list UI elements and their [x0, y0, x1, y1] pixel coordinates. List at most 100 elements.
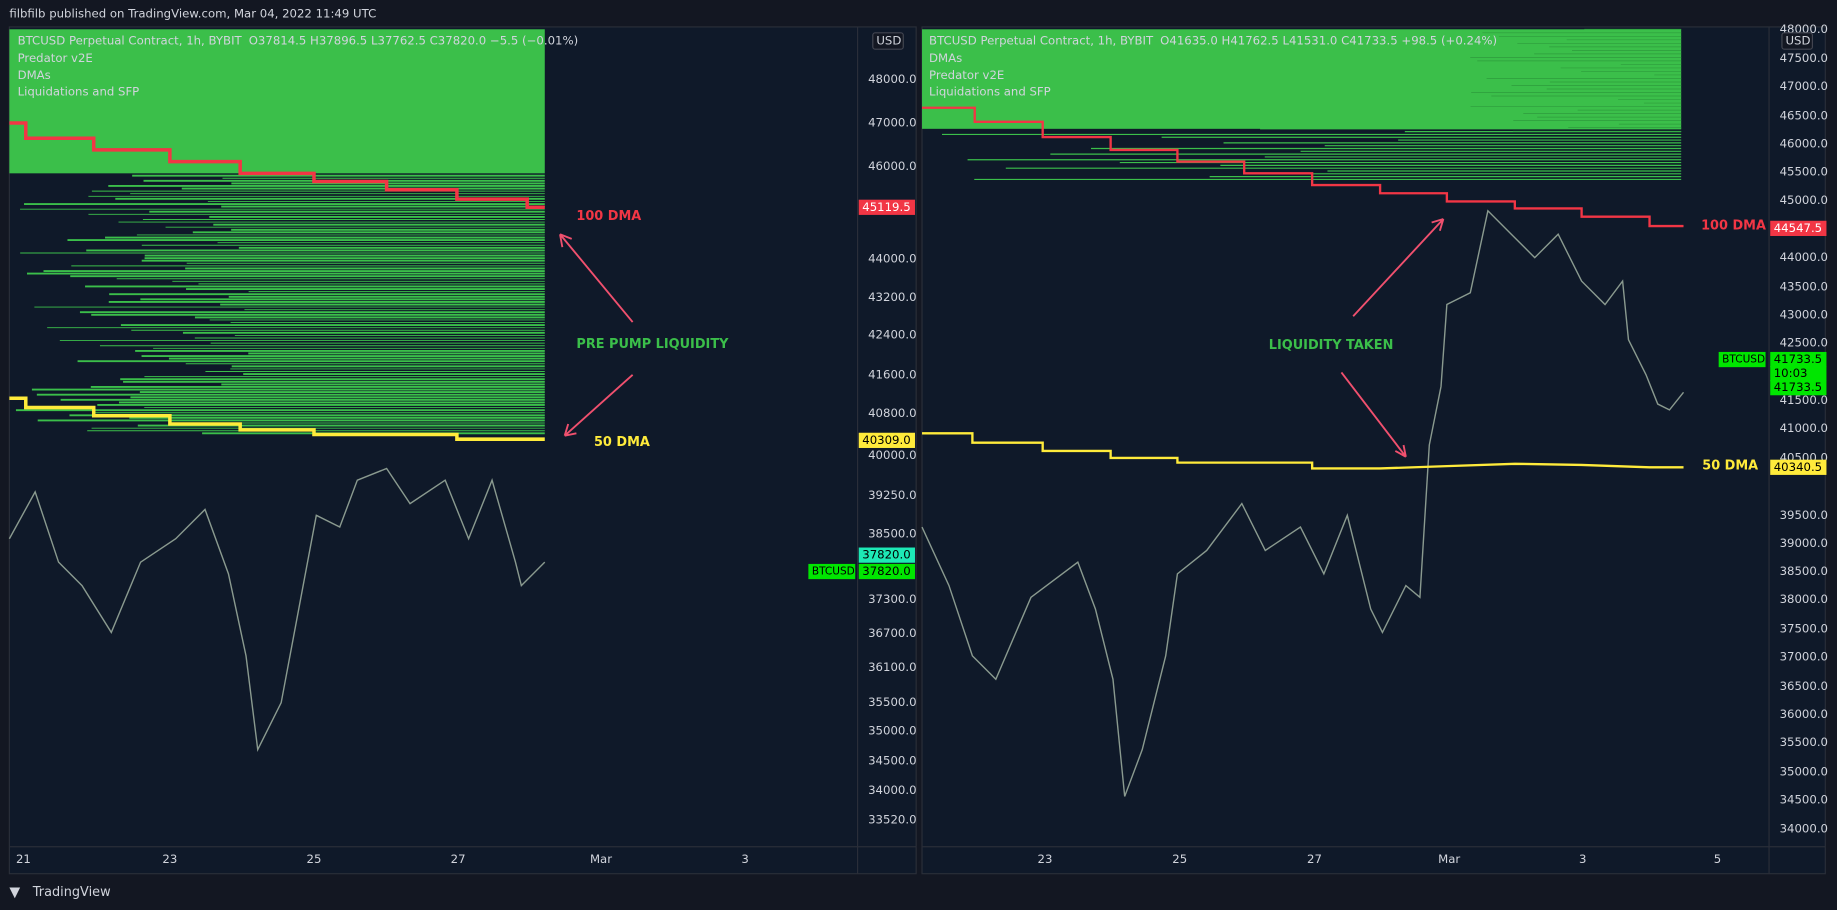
legend-symbol: BTCUSD Perpetual Contract, 1h, BYBIT	[18, 33, 243, 47]
dma-50	[9, 396, 545, 441]
price-axis-label: 37500.0	[1780, 621, 1828, 635]
annotation: 100 DMA	[1701, 219, 1766, 234]
time-axis-label: 25	[1172, 852, 1187, 866]
price-axis-label: 38000.0	[1780, 592, 1828, 606]
price-tag	[858, 547, 915, 563]
price-axis-label: 39000.0	[1780, 536, 1828, 550]
price-axis-label: 45000.0	[1780, 193, 1828, 207]
price-axis-label: 36100.0	[868, 660, 916, 674]
price-axis-label: 39500.0	[1780, 508, 1828, 522]
chart-ui: BTCUSD Perpetual Contract, 1h, BYBIT O378…	[16, 22, 1828, 866]
logo-mark: ▼	[9, 884, 20, 900]
time-axis-label: 27	[1307, 852, 1322, 866]
price-tag-label: 40309.0	[862, 433, 910, 447]
symbol-tag	[1718, 351, 1766, 368]
liquidity-block	[922, 29, 1682, 129]
time-axis-label: 21	[16, 852, 31, 866]
price-axis-label: 37300.0	[868, 592, 916, 606]
price-axis-label: 39250.0	[868, 488, 916, 502]
price-axis-label: 43000.0	[1780, 308, 1828, 322]
symbol-tag-label: BTCUSD	[1722, 354, 1765, 366]
price-tag-label: 37820.0	[862, 564, 910, 578]
price-axis-label: 43200.0	[868, 290, 916, 304]
price-axis-label: 41000.0	[1780, 421, 1828, 435]
time-axis-label: 23	[162, 852, 177, 866]
price-axis-label: 46000.0	[1780, 137, 1828, 151]
price-axis-label: 43500.0	[1780, 279, 1828, 293]
price-axis-label: 40000.0	[868, 448, 916, 462]
price-tag	[858, 432, 915, 448]
publisher: filbfilb published on TradingView.com, M…	[9, 7, 376, 21]
legend-symbol: BTCUSD Perpetual Contract, 1h, BYBIT	[929, 33, 1154, 47]
time-axis-label: 27	[451, 852, 466, 866]
price-tag	[1770, 351, 1827, 368]
time-axis-label: 5	[1714, 852, 1721, 866]
time-axis-label: 25	[307, 852, 322, 866]
price-axis-label: 34500.0	[1780, 792, 1828, 806]
price-axis-label: 34500.0	[868, 754, 916, 768]
legend-indicator: DMAs	[18, 68, 51, 82]
legend-indicator: DMAs	[929, 51, 962, 65]
price-axis-label: 45500.0	[1780, 165, 1828, 179]
time-axis-label: 3	[741, 852, 748, 866]
price-tag-label: 44547.5	[1774, 221, 1822, 235]
time-axis-label: Mar	[590, 852, 612, 866]
time-axis-label: 3	[1579, 852, 1586, 866]
currency-box	[872, 32, 904, 50]
price-axis-label: 34000.0	[1780, 822, 1828, 836]
symbol-tag	[808, 563, 856, 580]
dma-100	[9, 121, 545, 210]
price-axis-label: 41600.0	[868, 367, 916, 381]
price-axis-label: 44000.0	[868, 251, 916, 265]
price-path	[8, 209, 1685, 797]
price-axis-label: 36700.0	[868, 626, 916, 640]
price-tag	[1770, 380, 1827, 396]
price-axis-label: 47000.0	[868, 115, 916, 129]
arrow	[1352, 218, 1445, 317]
price-tag	[1770, 459, 1827, 475]
price-axis-label: 47000.0	[1780, 79, 1828, 93]
price-axis-label: 34000.0	[868, 783, 916, 797]
annotation: 50 DMA	[594, 435, 650, 450]
price-line	[921, 209, 1685, 797]
price-axis-label: 46000.0	[868, 159, 916, 173]
price-axis-label: 35000.0	[868, 723, 916, 737]
price-axis-label: 41500.0	[1780, 393, 1828, 407]
price-axis-label: 38500.0	[868, 527, 916, 541]
price-axis-label: 37000.0	[1780, 650, 1828, 664]
price-axis-label: 35500.0	[1780, 735, 1828, 749]
price-tag	[1770, 220, 1827, 236]
legend-indicator: Liquidations and SFP	[18, 85, 140, 99]
legend-ohlc: O41635.0 H41762.5 L41531.0 C41733.5 +98.…	[1160, 33, 1497, 47]
price-axis-label: 44000.0	[1780, 250, 1828, 264]
price-tag-label: 37820.0	[862, 548, 910, 562]
price-axis-label: 36000.0	[1780, 707, 1828, 721]
dma-50	[922, 432, 1684, 470]
annotation: 50 DMA	[1702, 459, 1758, 474]
currency: USD	[876, 33, 901, 47]
price-axis-label: 46500.0	[1780, 108, 1828, 122]
price-axis-label: 35500.0	[868, 695, 916, 709]
price-axis-label: 48000.0	[868, 72, 916, 86]
price-axis-label: 40800.0	[868, 406, 916, 420]
price-axis-label: 36500.0	[1780, 679, 1828, 693]
price-axis-label: 42400.0	[868, 327, 916, 341]
price-axis-label: 33520.0	[868, 812, 916, 826]
currency: USD	[1785, 33, 1810, 47]
currency-box	[1781, 32, 1813, 50]
legend-indicator: Predator v2E	[929, 68, 1004, 82]
price-line	[8, 467, 546, 752]
arrow	[563, 374, 634, 437]
price-tag-label: 45119.5	[862, 200, 910, 214]
price-tag-label: 10:03	[1774, 366, 1808, 380]
annotation: PRE PUMP LIQUIDITY	[576, 337, 729, 352]
price-tag-label: 40340.5	[1774, 460, 1822, 474]
price-axis-label: 35000.0	[1780, 764, 1828, 778]
brand: TradingView	[32, 885, 111, 900]
legend-indicator: Liquidations and SFP	[929, 85, 1051, 99]
arrow	[559, 233, 634, 323]
price-axis-label: 42500.0	[1780, 336, 1828, 350]
price-tag-label: 41733.5	[1774, 352, 1822, 366]
